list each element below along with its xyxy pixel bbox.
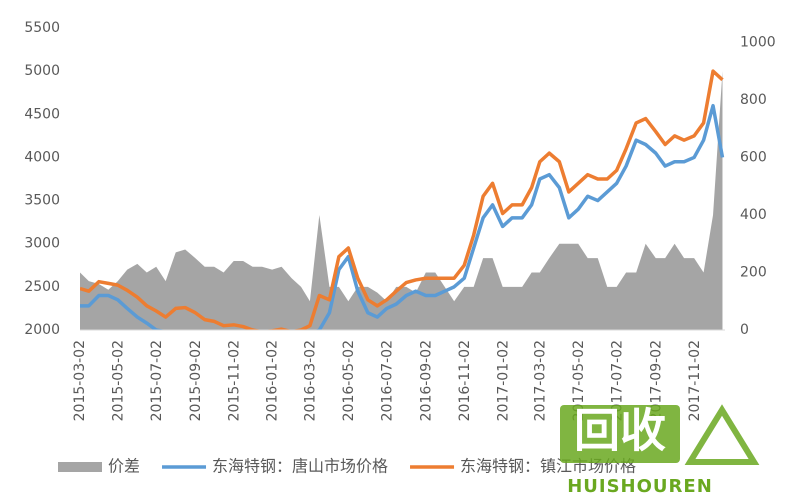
y2-tick-label: 400 (740, 207, 767, 223)
y-tick-label: 2500 (24, 279, 60, 295)
x-tick-label: 2015-07-02 (149, 340, 165, 421)
x-tick-label: 2017-09-02 (648, 340, 664, 421)
legend-label: 价差 (108, 457, 140, 476)
y-tick-label: 2000 (24, 322, 60, 338)
x-tick-label: 2016-09-02 (418, 340, 434, 421)
watermark-icon (684, 404, 760, 465)
x-tick-label: 2016-03-02 (303, 340, 319, 421)
y-tick-label: 5500 (24, 20, 60, 36)
y-tick-label: 3000 (24, 236, 60, 252)
watermark-box (560, 405, 680, 463)
spread-area (80, 71, 723, 330)
y2-tick-label: 600 (740, 149, 767, 165)
y-tick-label: 4500 (24, 106, 60, 122)
watermark-sub: HUISHOUREN (567, 476, 713, 497)
y2-tick-label: 0 (740, 322, 749, 338)
y2-tick-label: 200 (740, 264, 767, 280)
x-tick-label: 2015-09-02 (188, 340, 204, 421)
x-tick-label: 2016-11-02 (457, 340, 473, 421)
watermark: 回收 (574, 404, 666, 458)
y-tick-label: 5000 (24, 63, 60, 79)
x-tick-label: 2016-07-02 (379, 340, 395, 421)
labels: 2000 2500 3000 3500 4000 4500 5000 5500 0 200 400 6… (24, 20, 775, 497)
y-tick-label: 4000 (24, 149, 60, 165)
x-tick-label: 2016-05-02 (341, 340, 357, 421)
y2-tick-label: 1000 (740, 34, 776, 50)
x-tick-label: 2017-03-02 (532, 340, 548, 421)
x-tick-label: 2015-03-02 (72, 340, 88, 421)
x-tick-label: 2017-01-02 (495, 340, 511, 421)
plot-area (80, 69, 725, 330)
y2-tick-label: 800 (740, 92, 767, 108)
y-tick-label: 3500 (24, 193, 60, 209)
x-tick-label: 2016-01-02 (265, 340, 281, 421)
legend-swatch (58, 462, 102, 472)
x-tick-label: 2015-11-02 (226, 340, 242, 421)
x-tick-label: 2015-05-02 (110, 340, 126, 421)
price-line (80, 69, 724, 330)
price-line (80, 103, 725, 330)
x-tick-label: 2017-07-02 (609, 340, 625, 421)
x-tick-label: 2017-11-02 (687, 340, 703, 421)
x-tick-label: 2017-05-02 (571, 340, 587, 421)
legend-label: 东海特钢：唐山市场价格 (212, 457, 388, 476)
